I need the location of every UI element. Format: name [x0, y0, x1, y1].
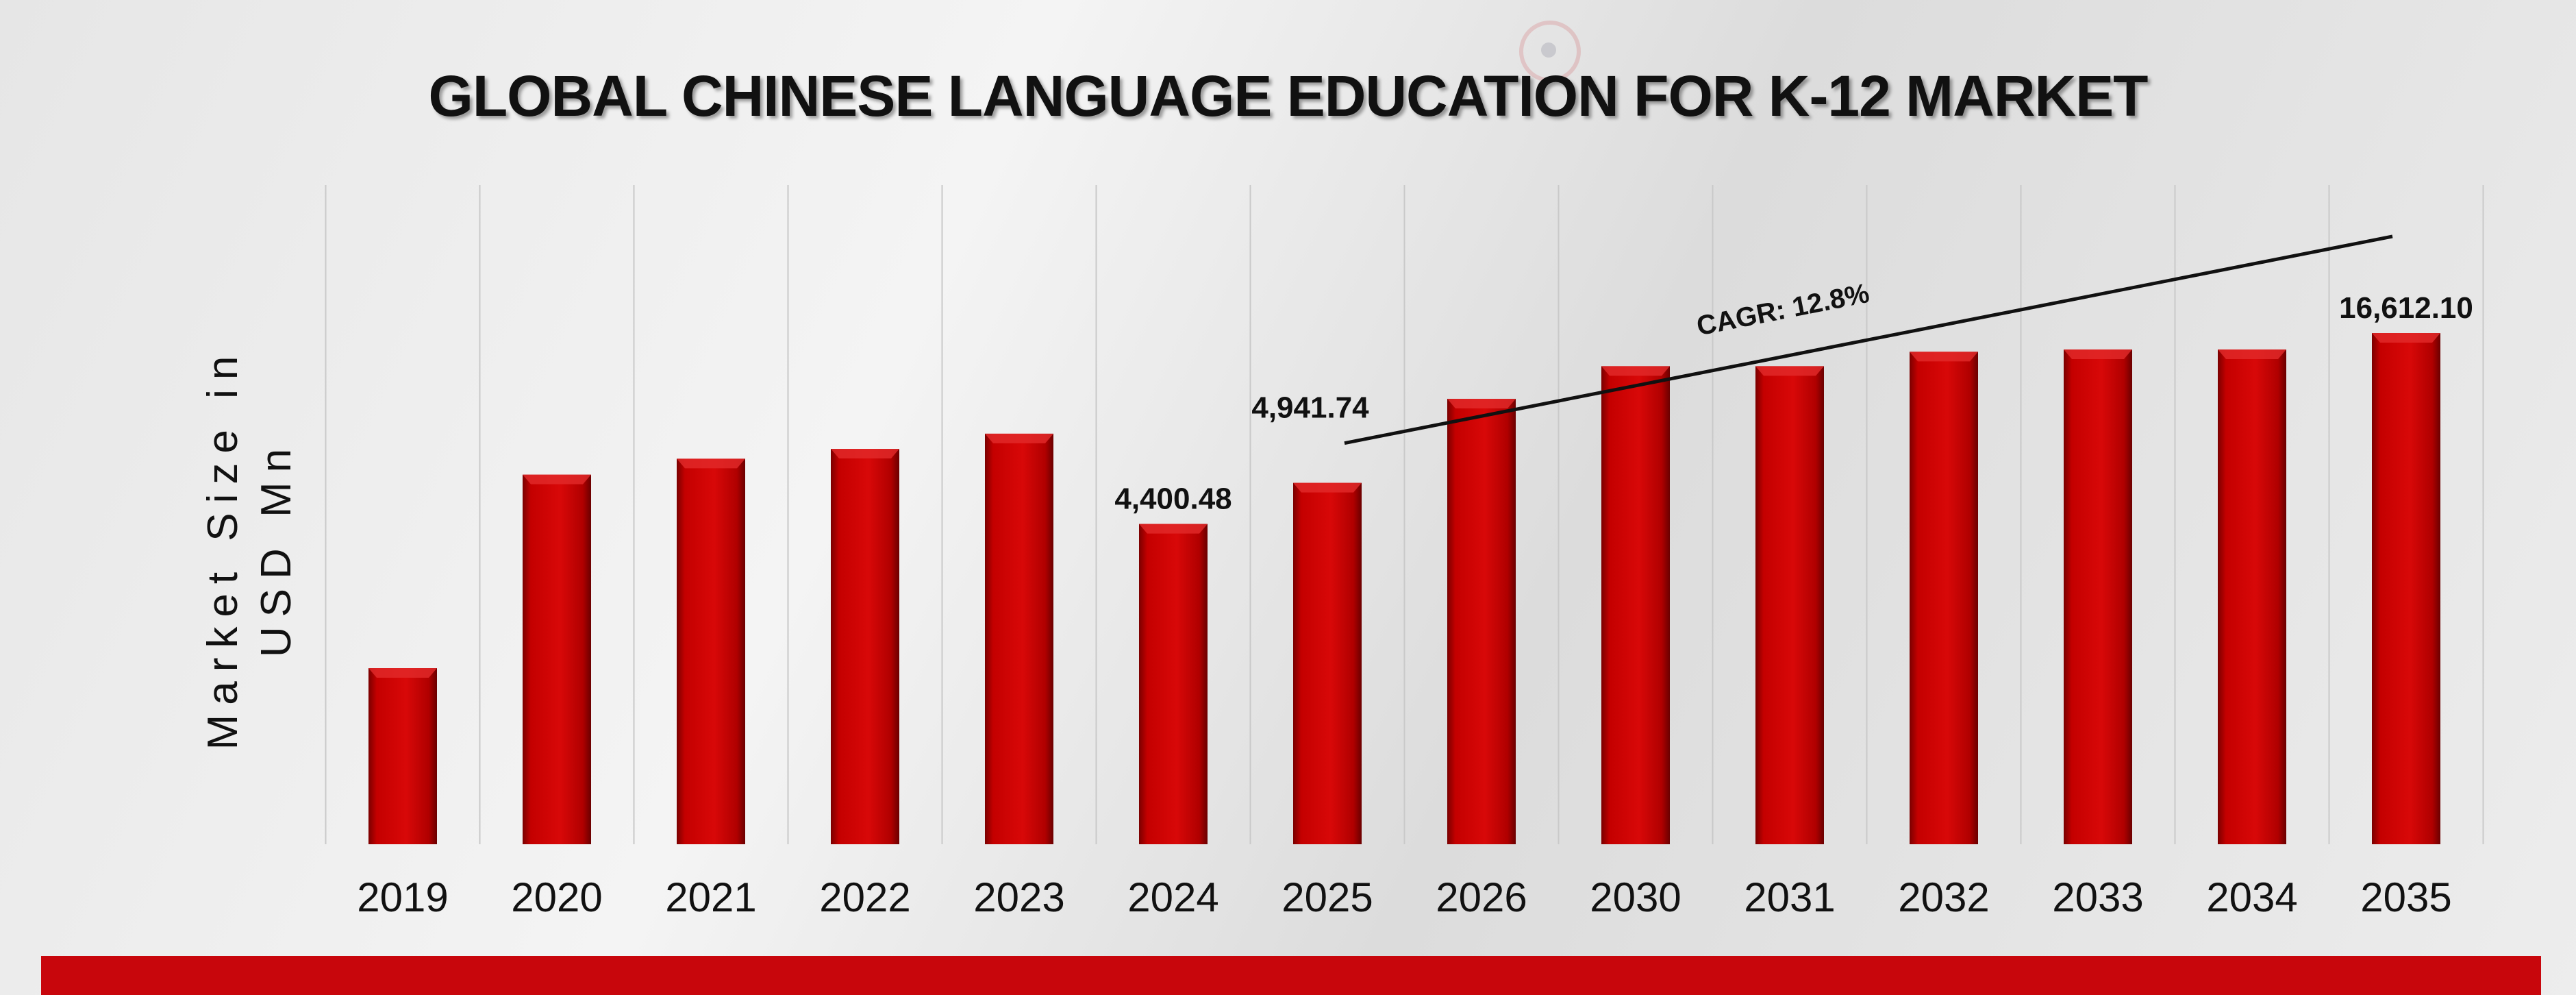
bar-cap-2023 — [985, 433, 1053, 443]
chart-title: GLOBAL CHINESE LANGUAGE EDUCATION FOR K-… — [428, 64, 2149, 128]
data-label: 16,612.10 — [2339, 291, 2473, 325]
x-tick-label: 2023 — [973, 874, 1064, 920]
x-tick-label: 2024 — [1127, 874, 1218, 920]
brand-logo — [1519, 21, 1581, 82]
bar-cap-2021 — [677, 458, 745, 469]
x-tick-label: 2019 — [357, 874, 448, 920]
x-tick-label: 2026 — [1436, 874, 1527, 920]
bar-2024 — [1139, 524, 1208, 844]
bar-2031 — [1755, 366, 1824, 844]
bar-cap-2033 — [2064, 349, 2132, 359]
bar-cap-2035 — [2372, 333, 2440, 343]
bar-2034 — [2218, 349, 2286, 844]
bar-cap-2025 — [1293, 482, 1362, 493]
x-tick-label: 2022 — [819, 874, 910, 920]
cagr-line — [1344, 234, 2393, 445]
bar-2026 — [1447, 398, 1516, 844]
data-label: 4,400.48 — [1114, 482, 1231, 516]
x-tick-label: 2032 — [1898, 874, 1989, 920]
bar-2022 — [831, 449, 899, 844]
x-tick-label: 2025 — [1281, 874, 1373, 920]
x-tick-label: 2035 — [2360, 874, 2451, 920]
x-tick-label: 2031 — [1744, 874, 1835, 920]
bar-2020 — [523, 474, 591, 844]
bar-cap-2034 — [2218, 349, 2286, 359]
bar-cap-2024 — [1139, 524, 1208, 534]
bar-cap-2019 — [368, 668, 437, 678]
bar-cap-2030 — [1601, 366, 1670, 376]
bar-cap-2020 — [523, 474, 591, 484]
x-tick-label: 2033 — [2052, 874, 2143, 920]
bar-cap-2022 — [831, 449, 899, 459]
x-tick-label: 2034 — [2206, 874, 2297, 920]
bar-2030 — [1601, 366, 1670, 844]
bar-series — [368, 333, 2440, 844]
x-tick-label: 2021 — [665, 874, 756, 920]
bar-cap-2031 — [1755, 366, 1824, 376]
bottom-red-band — [41, 956, 2541, 995]
brand-logo-dot — [1541, 42, 1556, 58]
gridlines — [325, 185, 2484, 844]
bar-2019 — [368, 668, 437, 844]
bar-2023 — [985, 433, 1053, 844]
bar-cap-2032 — [1910, 352, 1978, 362]
data-label: 4,941.74 — [1251, 391, 1369, 425]
bar-2025 — [1293, 482, 1362, 844]
bar-cap-2026 — [1447, 398, 1516, 408]
labels: 2019 2020 2021 2022 2023 2024 2025 2026 2030 2031… — [357, 234, 2473, 920]
x-tick-label: 2020 — [511, 874, 602, 920]
bar-2032 — [1910, 352, 1978, 844]
bar-2021 — [677, 458, 745, 844]
x-tick-label: 2030 — [1590, 874, 1681, 920]
bar-2033 — [2064, 349, 2132, 844]
cagr-annotation: CAGR: 12.8% — [1694, 278, 1871, 342]
bar-2035 — [2372, 333, 2440, 844]
